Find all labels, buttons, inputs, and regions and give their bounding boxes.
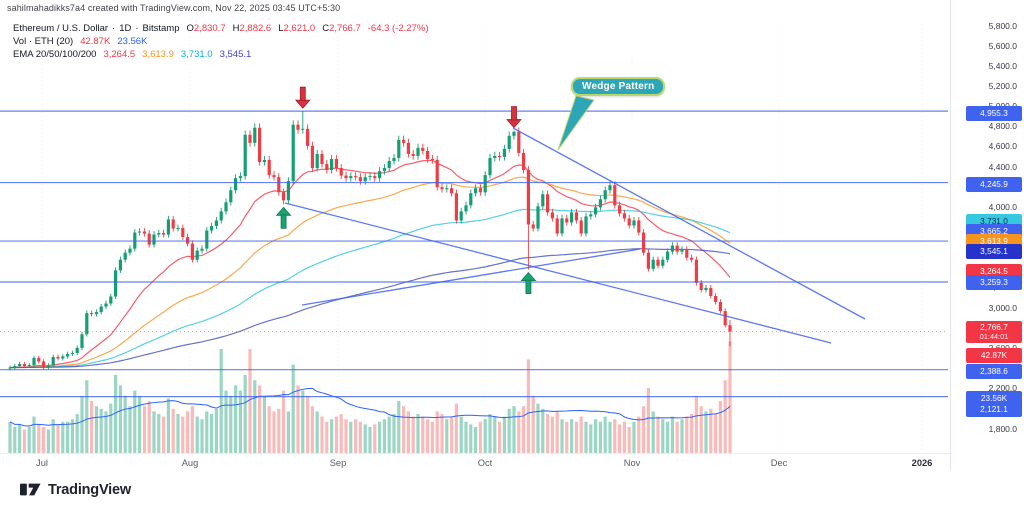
volume-indicator-label: Vol · ETH (20): [13, 36, 74, 47]
price-tick-label: 4,400.0: [988, 161, 1017, 172]
chart-legend: Ethereum / U.S. Dollar·1D·BitstampO2,830…: [13, 22, 429, 61]
close-number: 2,766.7: [329, 23, 361, 34]
legend-volume-row[interactable]: Vol · ETH (20) 42.87K 23.56K: [13, 35, 429, 48]
time-tick-label-oct: Oct: [477, 458, 493, 468]
low-number: 2,621.0: [283, 23, 316, 34]
time-tick-label-jul: Jul: [36, 458, 48, 468]
price-tick-label: 2,200.0: [988, 383, 1017, 394]
month-gridlines: [41, 20, 923, 450]
up-arrow-stem: [525, 279, 532, 295]
legend-symbol-row[interactable]: Ethereum / U.S. Dollar·1D·BitstampO2,830…: [13, 22, 429, 35]
attribution-text: sahilmahadikks7a4 created with TradingVi…: [7, 3, 341, 13]
time-tick-label-sep: Sep: [329, 458, 347, 468]
price-tick-label: 3,000.0: [988, 302, 1017, 313]
low-letter: L: [278, 23, 284, 34]
tradingview-logo-text: TradingView: [48, 481, 131, 498]
high-value: H2,882.6: [233, 23, 272, 34]
time-tick-label-aug: Aug: [181, 458, 199, 468]
interval-label: 1D: [119, 23, 132, 34]
change-value: -64.3 (-2.27%): [367, 23, 429, 34]
price-tick-label: 1,800.0: [988, 423, 1017, 434]
trendlines[interactable]: [284, 127, 866, 344]
horizontal-lines[interactable]: [0, 110, 948, 398]
exchange-label: Bitstamp: [142, 23, 180, 34]
ema20-line: [9, 159, 731, 369]
price-tick-label: 5,600.0: [988, 40, 1017, 51]
down-arrow-stem: [511, 106, 517, 121]
candles: [8, 111, 732, 371]
ema50-value: 3,613.9: [142, 49, 174, 60]
ema200-value: 3,545.1: [219, 49, 252, 60]
price-tick-label: 4,000.0: [988, 201, 1017, 212]
down-arrow-marker: [506, 119, 522, 129]
volume-bars: [8, 341, 732, 453]
volume-current-value: 42.87K: [80, 36, 111, 47]
ema200-line: [9, 248, 731, 369]
axis-badge-line: 2,388.6: [966, 363, 1022, 379]
low-value: L2,621.0: [278, 23, 315, 34]
close-letter: C: [322, 23, 330, 34]
wedge-pattern-callout[interactable]: Wedge Pattern: [571, 77, 666, 96]
time-axis[interactable]: Jul Aug Sep Oct Nov Dec 2026: [0, 453, 950, 472]
tradingview-mark-icon: [20, 483, 41, 496]
open-number: 2,830.7: [193, 23, 226, 34]
price-tick-label: 4,600.0: [988, 141, 1017, 152]
price-tick-label: 5,200.0: [988, 80, 1017, 91]
legend-ema-row[interactable]: EMA 20/50/100/200 3,264.5 3,613.9 3,731.0 3,…: [13, 48, 429, 61]
high-number: 2,882.6: [239, 23, 272, 34]
ema100-value: 3,731.0: [180, 49, 213, 60]
time-tick-label-nov: Nov: [623, 458, 641, 468]
ema-indicator-label: EMA 20/50/100/200: [13, 49, 97, 60]
axis-badge-vol: 42.87K: [966, 347, 1022, 363]
up-arrow-marker: [520, 272, 537, 282]
ema20-value: 3,264.5: [103, 49, 136, 60]
ema50-line: [9, 176, 731, 369]
axis-badge-price: 2,766.7 01:44:01: [966, 321, 1022, 343]
price-tick-label: 5,800.0: [988, 20, 1017, 31]
countdown-timer: 01:44:01: [979, 332, 1009, 341]
volume-ma-line: [9, 387, 731, 427]
price-tick-label: 5,400.0: [988, 60, 1017, 71]
separator-dot: ·: [135, 23, 139, 34]
volume-ma-value: 23.56K: [117, 36, 148, 47]
time-tick-label-dec: Dec: [770, 458, 788, 468]
up-arrow-marker: [275, 206, 292, 216]
ema100-line: [9, 208, 731, 369]
down-arrow-stem: [299, 86, 306, 102]
close-value: C2,766.7: [322, 23, 361, 34]
up-arrow-stem: [280, 214, 287, 229]
open-letter: O: [187, 23, 194, 34]
tradingview-logo[interactable]: TradingView: [20, 481, 131, 498]
separator-dot: ·: [112, 23, 116, 34]
price-tick-label: 4,800.0: [988, 121, 1017, 132]
symbol-name: Ethereum / U.S. Dollar: [13, 23, 109, 34]
open-value: O2,830.7: [187, 23, 226, 34]
axis-badge-line: 4,245.9: [966, 176, 1022, 192]
price-axis[interactable]: 5,800.05,600.05,400.05,200.05,000.04,800…: [950, 0, 1024, 470]
axis-badge-ema200: 3,545.1: [966, 243, 1022, 259]
axis-badge-line: 4,955.3: [966, 105, 1022, 121]
axis-badge-line: 2,121.1: [966, 401, 1022, 417]
axis-badge-line: 3,259.3: [966, 274, 1022, 290]
high-letter: H: [232, 23, 240, 34]
time-tick-label-2026: 2026: [911, 458, 933, 468]
ema-lines: [9, 159, 731, 369]
wedge-callout-tail: [557, 95, 595, 151]
arrow-markers[interactable]: [275, 86, 537, 295]
down-arrow-marker: [294, 99, 311, 109]
